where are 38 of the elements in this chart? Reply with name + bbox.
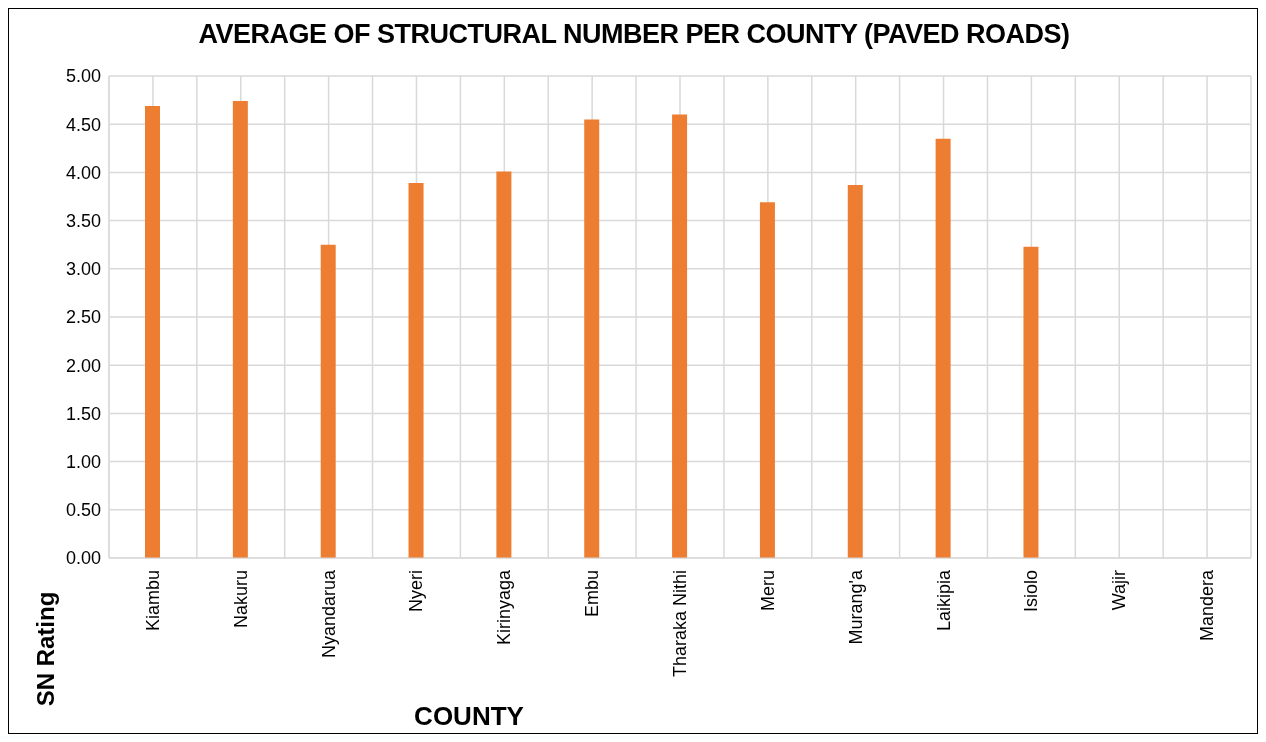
x-tick-label: Nakuru — [230, 570, 251, 629]
y-tick-label: 5.00 — [65, 66, 101, 87]
bar — [584, 119, 600, 558]
bar — [847, 184, 863, 558]
x-axis-title: COUNTY — [414, 701, 524, 731]
y-tick-label: 2.00 — [65, 355, 101, 376]
y-axis-title: SN Rating — [32, 591, 60, 707]
x-tick-label: Wajir — [1109, 570, 1130, 611]
bar — [496, 171, 512, 558]
y-tick-label: 0.50 — [65, 500, 101, 521]
bar — [759, 202, 775, 558]
x-tick-label: Murang'a — [845, 569, 866, 645]
bar — [320, 244, 336, 558]
chart-title: AVERAGE OF STRUCTURAL NUMBER PER COUNTY (PAVED ROADS) — [197, 19, 1071, 50]
x-tick-label: Laikipia — [933, 569, 954, 632]
x-tick-label: Embu — [582, 570, 603, 618]
y-tick-label: 1.50 — [65, 403, 101, 424]
x-tick-label: Tharaka Nithi — [670, 570, 690, 678]
y-tick-label: 3.00 — [65, 259, 101, 280]
x-tick-label: Meru — [757, 570, 778, 612]
bar — [672, 114, 688, 558]
y-tick-label: 0.00 — [65, 548, 101, 569]
y-tick-label: 1.00 — [65, 451, 101, 472]
x-tick-label: Nyeri — [406, 570, 427, 613]
bar — [232, 101, 248, 558]
bar — [1023, 246, 1039, 558]
x-tick-label: Mandera — [1197, 569, 1218, 642]
x-tick-label: Nyandarua — [318, 569, 339, 659]
bar — [935, 138, 951, 558]
y-tick-label: 4.50 — [65, 114, 101, 135]
x-tick-label: Kiambu — [142, 570, 163, 632]
bar — [145, 105, 160, 558]
bar — [408, 183, 424, 558]
y-tick-label: 4.00 — [65, 162, 101, 183]
y-tick-label: 3.50 — [65, 210, 101, 231]
x-tick-label: Isiolo — [1021, 570, 1042, 613]
y-tick-label: 2.50 — [65, 307, 101, 328]
x-tick-label: Kirinyaga — [494, 569, 515, 646]
